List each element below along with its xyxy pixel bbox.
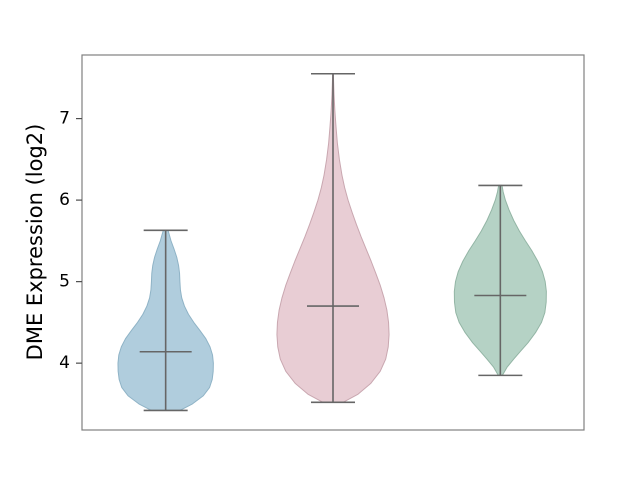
y-tick-label: 5 <box>59 272 70 292</box>
violin-group-1 <box>117 229 214 412</box>
y-tick-label: 6 <box>59 190 70 210</box>
y-tick-label: 7 <box>59 109 70 129</box>
violin-group-3 <box>453 184 547 377</box>
plot-frame <box>81 54 585 431</box>
y-axis-label: DME Expression (log2) <box>23 124 47 361</box>
violins-group <box>117 72 547 412</box>
violin-group-2 <box>276 72 390 404</box>
axis-group <box>81 54 585 431</box>
y-tick-group: 4 5 6 7 <box>59 109 82 373</box>
y-tick-label: 4 <box>59 353 70 373</box>
